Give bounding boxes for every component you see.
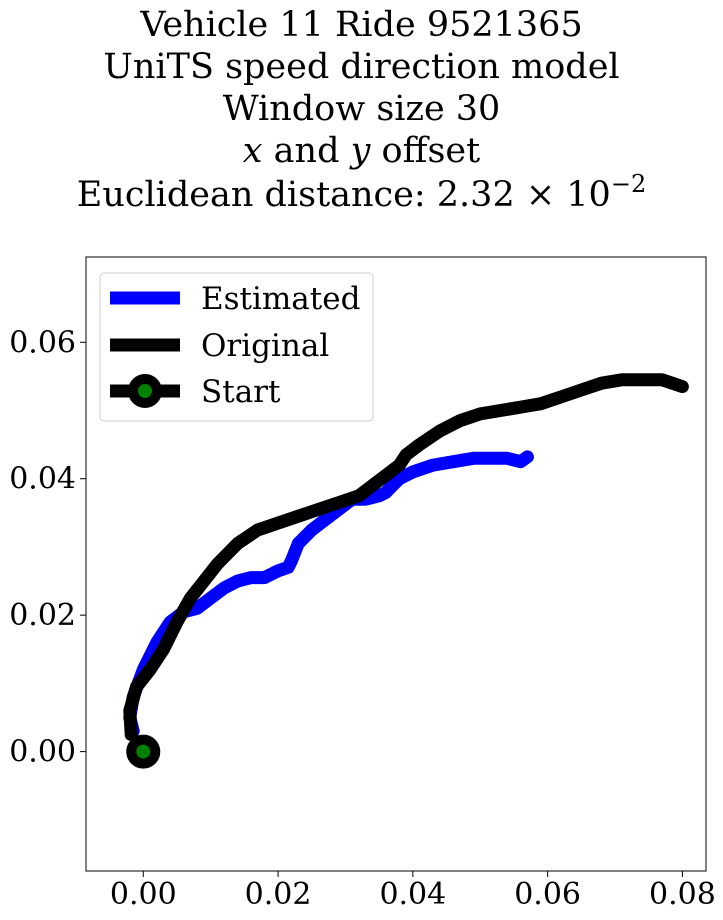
legend-label-original: Original xyxy=(201,328,329,364)
title-offset: offset xyxy=(370,131,481,171)
y-tick-label: 0.02 xyxy=(9,598,76,633)
plot-series xyxy=(123,373,689,769)
chart-title: Vehicle 11 Ride 9521365 UniTS speed dire… xyxy=(0,4,723,216)
x-tick-label: 0.08 xyxy=(649,877,716,912)
legend-start-marker xyxy=(128,374,162,408)
title-distance-text: Euclidean distance: 2.32 × 10 xyxy=(76,175,611,215)
title-var-y: y xyxy=(350,131,371,171)
title-line-5: Euclidean distance: 2.32 × 10−2 xyxy=(0,172,723,216)
series-line-original xyxy=(123,373,689,742)
title-distance-exponent: −2 xyxy=(610,170,647,198)
y-tick-label: 0.00 xyxy=(9,735,76,770)
x-axis: 0.00 0.02 0.04 0.06 0.08 xyxy=(110,871,716,912)
y-tick-label: 0.04 xyxy=(9,462,76,497)
y-axis: 0.00 0.02 0.04 0.06 xyxy=(9,325,86,770)
legend-label-estimated: Estimated xyxy=(201,281,360,317)
legend-label-start: Start xyxy=(201,374,281,410)
x-tick-label: 0.04 xyxy=(379,877,446,912)
title-line-3: Window size 30 xyxy=(222,89,501,129)
y-tick-label: 0.06 xyxy=(9,325,76,360)
x-tick-label: 0.00 xyxy=(110,877,177,912)
axes-frame xyxy=(85,256,707,872)
title-line-4: x and y offset xyxy=(0,130,723,172)
start-marker xyxy=(126,734,161,769)
title-and: and xyxy=(262,131,351,171)
legend-box xyxy=(99,272,374,422)
title-var-x: x xyxy=(242,131,263,171)
x-tick-label: 0.02 xyxy=(245,877,312,912)
title-line-1: Vehicle 11 Ride 9521365 xyxy=(140,5,583,45)
legend: Estimated Original Start xyxy=(99,272,374,422)
title-line-2: UniTS speed direction model xyxy=(103,47,620,87)
x-tick-label: 0.06 xyxy=(514,877,581,912)
